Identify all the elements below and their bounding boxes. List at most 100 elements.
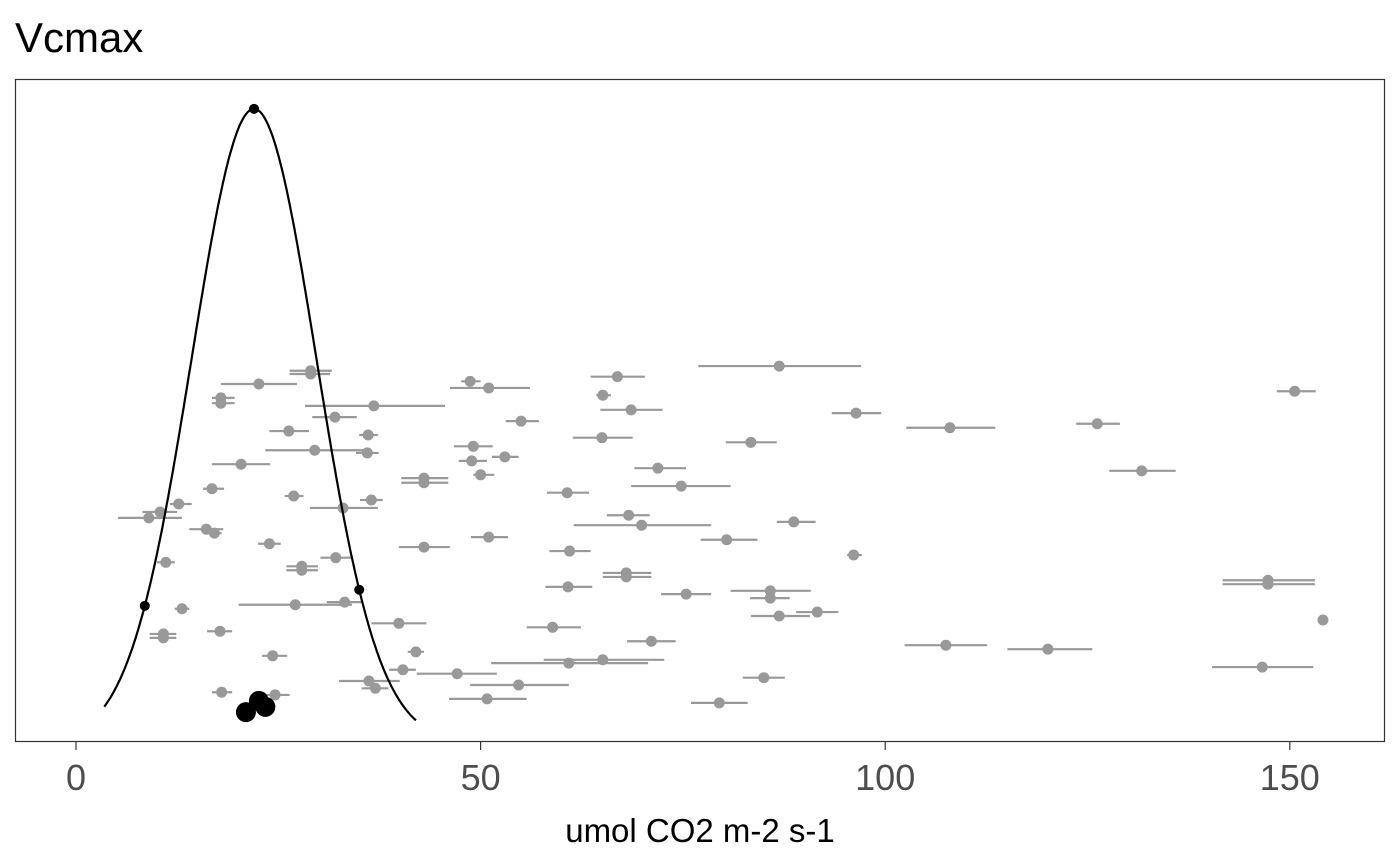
- data-point: [361, 447, 373, 459]
- data-point: [940, 639, 952, 651]
- data-point: [513, 679, 525, 691]
- data-point: [216, 686, 228, 698]
- data-point: [483, 531, 495, 543]
- data-point: [160, 556, 172, 568]
- prior-curve-group: [103, 103, 417, 723]
- data-point: [1091, 418, 1103, 430]
- data-point: [208, 527, 220, 539]
- prior-density-curve: [103, 107, 417, 722]
- data-point: [564, 545, 576, 557]
- data-point: [596, 432, 608, 444]
- data-point: [309, 444, 321, 456]
- prior-marker: [139, 600, 150, 611]
- data-point: [483, 382, 495, 394]
- data-point: [850, 407, 862, 419]
- data-point: [410, 646, 422, 658]
- x-axis-label: umol CO2 m-2 s-1: [565, 812, 835, 849]
- data-point: [561, 487, 573, 499]
- data-point: [451, 668, 463, 680]
- data-point: [1136, 465, 1148, 477]
- data-point: [721, 534, 733, 546]
- data-point: [157, 632, 169, 644]
- data-point: [745, 436, 757, 448]
- data-point: [713, 697, 725, 709]
- data-point: [215, 397, 227, 409]
- data-point: [467, 440, 479, 452]
- data-point: [305, 368, 317, 380]
- data-point: [1256, 661, 1268, 673]
- data-point: [623, 509, 635, 521]
- data-point: [597, 389, 609, 401]
- error-bars: [118, 364, 1316, 704]
- data-point: [173, 498, 185, 510]
- data-point: [481, 693, 493, 705]
- data-point: [499, 451, 511, 463]
- prior-marker: [249, 103, 260, 114]
- data-point: [235, 458, 247, 470]
- data-point: [283, 425, 295, 437]
- x-tick-label: 150: [1260, 757, 1320, 798]
- chart-title: Vcmax: [15, 14, 143, 61]
- x-tick-label: 50: [461, 757, 501, 798]
- data-point: [645, 635, 657, 647]
- data-point: [339, 596, 351, 608]
- data-point: [206, 483, 218, 495]
- data-point: [253, 378, 265, 390]
- data-point: [263, 538, 275, 550]
- plot-panel: [14, 78, 1386, 743]
- data-point: [397, 664, 409, 676]
- data-point: [418, 541, 430, 553]
- data-point: [475, 469, 487, 481]
- data-point: [365, 494, 377, 506]
- data-point: [1262, 578, 1274, 590]
- data-point: [176, 603, 188, 615]
- data-point: [288, 490, 300, 502]
- posterior-point: [235, 702, 256, 723]
- x-tick-label: 0: [66, 757, 86, 798]
- data-point: [944, 422, 956, 434]
- data-point: [369, 682, 381, 694]
- data-point: [597, 654, 609, 666]
- prior-marker: [354, 584, 365, 595]
- data-point: [773, 360, 785, 372]
- data-point: [515, 415, 527, 427]
- data-point: [773, 610, 785, 622]
- data-point: [758, 672, 770, 684]
- data-point: [1317, 614, 1329, 626]
- data-point: [562, 581, 574, 593]
- data-point: [466, 455, 478, 467]
- data-point: [675, 480, 687, 492]
- data-point: [680, 588, 692, 600]
- data-point: [363, 675, 375, 687]
- data-point: [330, 552, 342, 564]
- data-point: [563, 657, 575, 669]
- data-point: [848, 549, 860, 561]
- data-point: [289, 599, 301, 611]
- data-point: [418, 477, 430, 489]
- data-point: [329, 411, 341, 423]
- posterior-point: [255, 696, 276, 717]
- x-axis: 0 50 100 150: [66, 742, 1320, 798]
- data-point: [393, 617, 405, 629]
- data-point: [368, 400, 380, 412]
- data-point: [1289, 385, 1301, 397]
- data-point: [625, 404, 637, 416]
- data-point: [362, 429, 374, 441]
- data-point: [267, 650, 279, 662]
- data-point: [269, 689, 281, 701]
- x-tick-label: 100: [855, 757, 915, 798]
- data-point: [764, 592, 776, 604]
- data-point: [296, 564, 308, 576]
- data-point: [611, 371, 623, 383]
- data-point: [143, 512, 155, 524]
- data-point: [636, 519, 648, 531]
- data-point: [652, 462, 664, 474]
- data-point: [154, 506, 166, 518]
- data-point: [464, 375, 476, 387]
- data-point: [1042, 643, 1054, 655]
- data-point: [214, 625, 226, 637]
- data-points: [143, 360, 1329, 709]
- data-point: [788, 516, 800, 528]
- data-point: [620, 571, 632, 583]
